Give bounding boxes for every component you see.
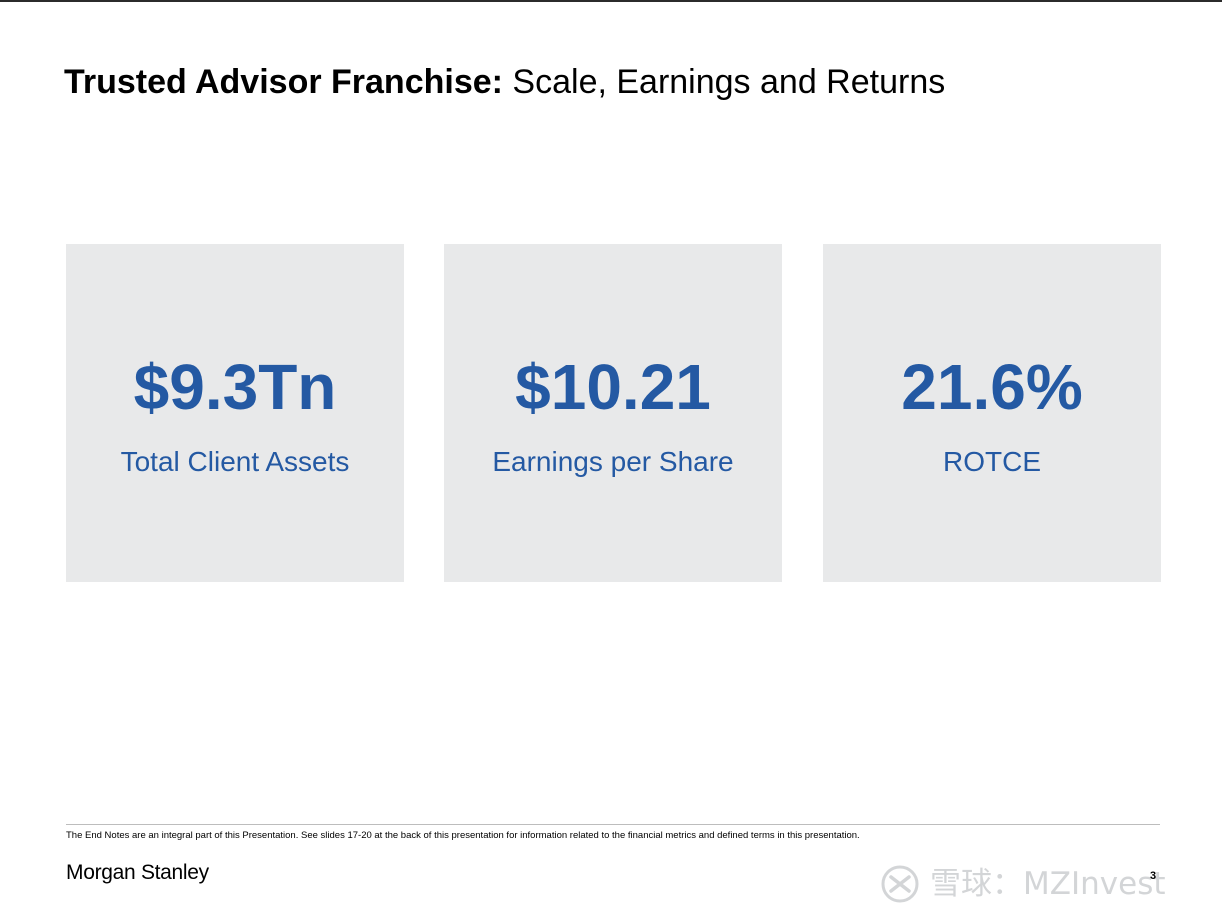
footer-divider xyxy=(66,824,1160,825)
watermark: 雪球：MZInvest xyxy=(878,862,1192,906)
morgan-stanley-logo: Morgan Stanley xyxy=(66,861,209,884)
top-rule xyxy=(0,0,1222,2)
metric-card-earnings-per-share: $10.21 Earnings per Share xyxy=(444,244,782,582)
metric-card-rotce: 21.6% ROTCE xyxy=(823,244,1161,582)
watermark-text: 雪球：MZInvest xyxy=(930,866,1166,902)
metric-value: 21.6% xyxy=(901,351,1083,423)
metric-value: $9.3Tn xyxy=(133,351,337,423)
slide-title-bold: Trusted Advisor Franchise: xyxy=(64,63,503,101)
snowball-logo-icon xyxy=(881,865,919,903)
metric-card-total-client-assets: $9.3Tn Total Client Assets xyxy=(66,244,404,582)
slide-title-regular: Scale, Earnings and Returns xyxy=(512,63,946,101)
metric-label: Total Client Assets xyxy=(120,446,350,477)
metric-label: ROTCE xyxy=(943,446,1041,477)
slide-title: Trusted Advisor Franchise: Scale, Earnin… xyxy=(64,60,945,104)
metric-label: Earnings per Share xyxy=(492,446,734,477)
endnote-text: The End Notes are an integral part of th… xyxy=(66,830,860,841)
metric-value: $10.21 xyxy=(515,351,711,423)
page-number: 3 xyxy=(1150,870,1157,882)
